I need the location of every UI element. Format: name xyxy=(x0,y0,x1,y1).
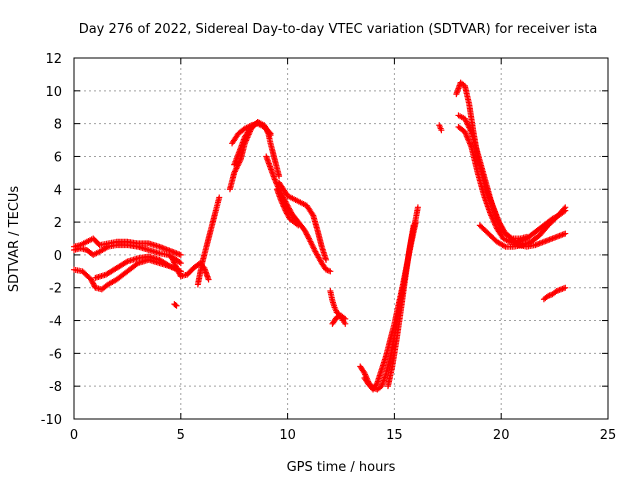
data-point xyxy=(177,260,184,267)
data-point xyxy=(410,222,417,229)
data-point xyxy=(267,130,274,137)
series-arc-2 xyxy=(71,242,184,267)
x-tick-label: 0 xyxy=(70,428,78,443)
y-axis-label: SDTVAR / TECUs xyxy=(7,186,22,293)
data-point xyxy=(205,276,212,283)
y-tick-label: 8 xyxy=(54,118,62,133)
y-tick-label: 0 xyxy=(54,249,62,264)
y-tick-label: -8 xyxy=(49,380,62,395)
data-point xyxy=(562,207,569,214)
x-tick-label: 25 xyxy=(600,428,617,443)
series-arc-19 xyxy=(436,122,445,134)
series-arc-10 xyxy=(229,120,274,147)
series-arc-14 xyxy=(327,288,349,327)
y-tick-label: -4 xyxy=(49,315,62,330)
y-tick-label: 12 xyxy=(45,52,62,67)
axis-ticks: 0 5 10 15 20 25 -10 -8 -6 -4 -2 0 2 4 6 8 10 12 xyxy=(41,52,617,443)
plot-frame xyxy=(73,57,609,420)
series-arc-7 xyxy=(194,194,223,288)
data-point xyxy=(173,302,180,309)
y-tick-label: 2 xyxy=(54,216,62,231)
y-tick-label: 6 xyxy=(54,150,62,165)
y-tick-label: -6 xyxy=(49,347,62,362)
data-point xyxy=(172,301,179,308)
data-point xyxy=(507,234,514,241)
y-tick-label: -10 xyxy=(41,413,62,428)
data-point xyxy=(323,256,330,263)
data-point xyxy=(562,230,569,237)
x-tick-label: 10 xyxy=(279,428,296,443)
series-arc-12 xyxy=(276,179,330,263)
series-arc-25 xyxy=(540,284,569,303)
series-arc-5 xyxy=(169,255,212,283)
data-point xyxy=(295,222,302,229)
series-arc-6 xyxy=(171,301,180,309)
data-point xyxy=(414,204,421,211)
data-point xyxy=(177,251,184,258)
data-point xyxy=(327,268,334,275)
x-tick-label: 20 xyxy=(493,428,510,443)
series-arc-13 xyxy=(273,186,302,229)
y-tick-label: -2 xyxy=(49,282,62,297)
y-tick-label: 10 xyxy=(45,85,62,100)
data-point xyxy=(342,315,349,322)
data-point xyxy=(562,284,569,291)
series-arc-22 xyxy=(455,123,526,247)
x-axis-label: GPS time / hours xyxy=(287,460,396,475)
data-points xyxy=(71,79,569,393)
series-arc-11 xyxy=(263,153,334,275)
series-arc-15 xyxy=(329,312,349,327)
data-point xyxy=(266,129,273,136)
data-point xyxy=(373,381,380,388)
series-arc-18 xyxy=(384,222,417,390)
data-point xyxy=(216,194,223,201)
y-tick-label: 4 xyxy=(54,183,62,198)
x-tick-label: 15 xyxy=(386,428,403,443)
data-point xyxy=(276,173,283,180)
series-arc-4 xyxy=(92,253,184,281)
chart-title: Day 276 of 2022, Sidereal Day-to-day VTE… xyxy=(79,22,598,37)
series-arc-3 xyxy=(71,256,184,293)
data-point xyxy=(412,219,419,226)
data-point xyxy=(438,127,445,134)
data-point xyxy=(123,259,130,266)
series-arc-24 xyxy=(515,207,569,245)
x-tick-label: 5 xyxy=(177,428,185,443)
